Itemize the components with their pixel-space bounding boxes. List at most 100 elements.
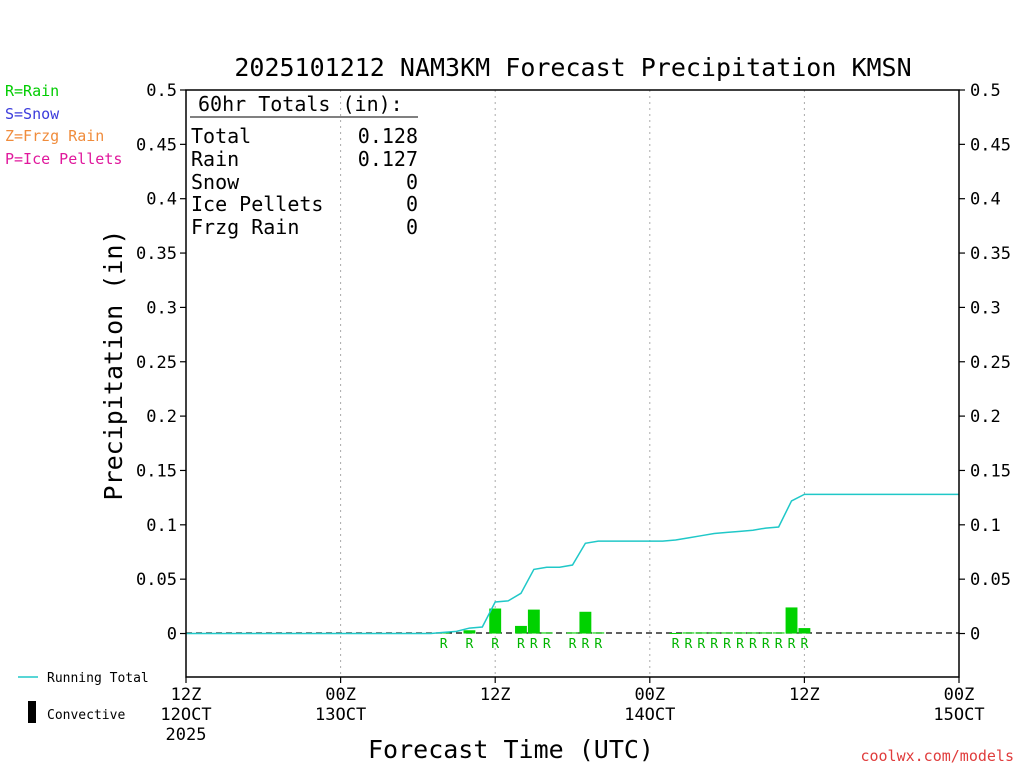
precip-type-label-19: R — [800, 637, 808, 652]
totals-box: 60hr Totals (in): Total 0.128 Rain 0.127… — [190, 92, 418, 239]
precip-type-label-18: R — [788, 637, 796, 652]
totals-value-total: 0.128 — [358, 124, 418, 148]
precip-bar-6 — [566, 632, 579, 634]
totals-value-ice-pellets: 0 — [406, 192, 418, 216]
running-total-line — [186, 493, 959, 635]
totals-label-rain: Rain — [191, 147, 239, 171]
precip-bar-14 — [734, 632, 746, 634]
precip-type-label-3: R — [517, 637, 525, 652]
credit-text: coolwx.com/models — [860, 747, 1014, 765]
precip-type-label-4: R — [530, 637, 538, 652]
ytick-left-label-10: 0 — [167, 625, 177, 645]
ytick-right-label-7: 0.15 — [970, 461, 1011, 481]
precip-bar-10 — [682, 632, 695, 634]
precip-type-label-8: R — [594, 637, 602, 652]
ytick-left-label-6: 0.2 — [146, 407, 177, 427]
precip-type-label-12: R — [710, 637, 718, 652]
legend-frzg-rain: Z=Frzg Rain — [5, 127, 104, 145]
xtick-label-0: 12Z — [171, 685, 202, 705]
precip-bar-19 — [798, 628, 811, 634]
ytick-left-label-4: 0.3 — [146, 298, 177, 318]
precip-type-label-15: R — [749, 637, 757, 652]
precip-type-label-11: R — [697, 637, 705, 652]
ytick-left-label-7: 0.15 — [136, 461, 177, 481]
totals-value-rain: 0.127 — [358, 147, 418, 171]
precip-bar-18 — [785, 607, 798, 634]
convective-legend-swatch — [28, 701, 36, 723]
y-axis-left: 0.5 0.45 0.4 0.35 0.3 0.25 0.2 0.15 0.1 0.05 0 — [136, 81, 186, 645]
precip-type-label-7: R — [581, 637, 589, 652]
chart-title: 2025101212 NAM3KM Forecast Precipitation… — [234, 53, 911, 82]
ytick-left-label-9: 0.05 — [136, 570, 177, 590]
precip-bar-4 — [527, 609, 540, 634]
precip-bar-16 — [759, 632, 772, 634]
ytick-left-label-0: 0.5 — [146, 81, 177, 101]
xtick-date-5: 15OCT — [933, 705, 984, 725]
precip-bar-1 — [463, 630, 476, 634]
precip-type-label-16: R — [762, 637, 770, 652]
ytick-left-label-3: 0.35 — [136, 244, 177, 264]
xtick-label-5: 00Z — [944, 685, 975, 705]
legend-rain: R=Rain — [5, 82, 59, 100]
ytick-right-label-9: 0.05 — [970, 570, 1011, 590]
ytick-right-label-5: 0.25 — [970, 353, 1011, 373]
gridlines — [340, 90, 805, 677]
precip-bar-5 — [540, 632, 553, 634]
precip-bar-11 — [695, 632, 708, 634]
precip-type-label-5: R — [543, 637, 551, 652]
precip-bar-17 — [772, 632, 785, 634]
xtick-date-0: 12OCT — [160, 705, 211, 725]
precip-type-label-13: R — [723, 637, 731, 652]
totals-label-total: Total — [191, 124, 251, 148]
precip-bar-15 — [746, 632, 759, 634]
totals-label-ice-pellets: Ice Pellets — [191, 192, 323, 216]
legend-snow: S=Snow — [5, 105, 60, 123]
precip-type-label-17: R — [775, 637, 783, 652]
ytick-right-label-10: 0 — [970, 625, 980, 645]
ytick-right-label-6: 0.2 — [970, 407, 1001, 427]
precip-type-legend: R=Rain S=Snow Z=Frzg Rain P=Ice Pellets — [5, 82, 122, 168]
legend-ice-pellets: P=Ice Pellets — [5, 150, 122, 168]
precip-type-label-1: R — [466, 637, 474, 652]
precip-bars — [437, 607, 811, 634]
precip-type-label-0: R — [440, 637, 448, 652]
precip-type-label-9: R — [672, 637, 680, 652]
precip-bar-9 — [669, 632, 682, 634]
series-legend: Running Total Convective — [18, 671, 149, 723]
xtick-date-3: 14OCT — [624, 705, 675, 725]
xtick-label-3: 00Z — [634, 685, 665, 705]
precip-bar-3 — [515, 625, 527, 634]
ytick-right-label-2: 0.4 — [970, 190, 1001, 210]
precip-type-label-6: R — [569, 637, 577, 652]
ytick-left-label-8: 0.1 — [146, 516, 177, 536]
convective-legend-label: Convective — [47, 708, 125, 723]
precip-type-label-14: R — [736, 637, 744, 652]
precip-type-label-10: R — [685, 637, 693, 652]
totals-value-snow: 0 — [406, 170, 418, 194]
xtick-label-2: 12Z — [480, 685, 511, 705]
xtick-label-1: 00Z — [325, 685, 356, 705]
precip-bar-2 — [489, 608, 502, 634]
ytick-right-label-1: 0.45 — [970, 135, 1011, 155]
xtick-label-4: 12Z — [789, 685, 820, 705]
running-total-legend-label: Running Total — [47, 671, 149, 686]
ytick-right-label-4: 0.3 — [970, 298, 1001, 318]
totals-label-frzg-rain: Frzg Rain — [191, 215, 299, 239]
ytick-right-label-0: 0.5 — [970, 81, 1001, 101]
xtick-year-0: 2025 — [166, 725, 207, 745]
totals-value-frzg-rain: 0 — [406, 215, 418, 239]
xtick-date-1: 13OCT — [315, 705, 366, 725]
totals-header: 60hr Totals (in): — [198, 92, 403, 116]
x-axis-label: Forecast Time (UTC) — [368, 735, 654, 764]
precip-bar-12 — [708, 632, 721, 634]
ytick-right-label-3: 0.35 — [970, 244, 1011, 264]
plot-frame — [185, 89, 960, 678]
totals-label-snow: Snow — [191, 170, 240, 194]
precip-bar-7 — [579, 611, 592, 634]
precip-bar-8 — [592, 632, 605, 634]
precip-type-label-2: R — [491, 637, 499, 652]
ytick-left-label-5: 0.25 — [136, 353, 177, 373]
